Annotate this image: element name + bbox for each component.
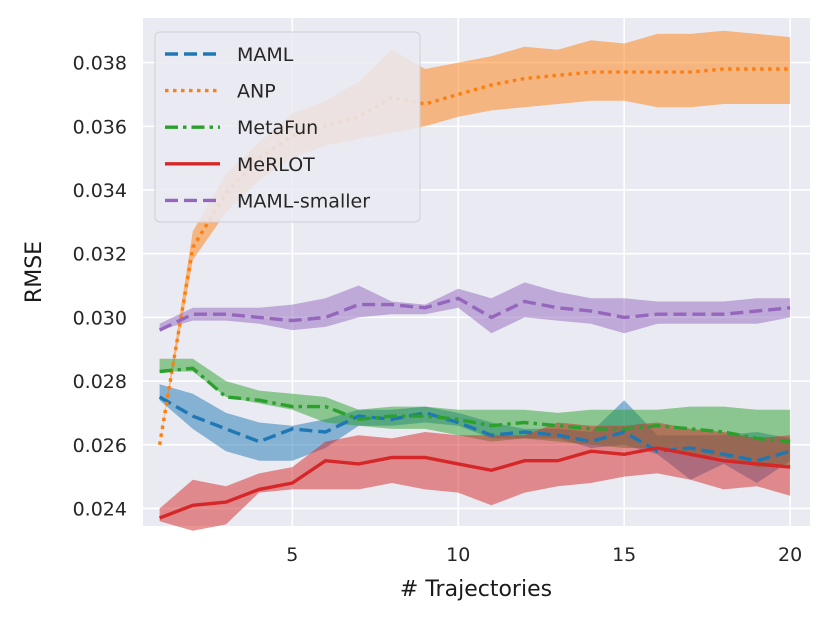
y-tick-label: 0.028 <box>73 371 127 393</box>
x-tick-label: 15 <box>612 544 636 566</box>
y-axis-label: RMSE <box>22 241 47 303</box>
legend-box <box>154 31 421 223</box>
x-tick-label: 10 <box>446 544 470 566</box>
legend-label-metafun: MetaFun <box>237 117 318 139</box>
y-tick-label: 0.030 <box>73 307 127 329</box>
y-tick-label: 0.032 <box>73 244 127 266</box>
legend-label-maml-smaller: MAML-smaller <box>237 190 370 212</box>
y-tick-labels: 0.024 0.026 0.028 0.030 0.032 0.034 0.036 0.038 <box>73 53 127 521</box>
maml-line <box>158 395 791 463</box>
y-tick-label: 0.036 <box>73 116 127 138</box>
x-tick-labels: 5 10 15 20 <box>286 544 802 566</box>
merlot-band <box>159 422 791 531</box>
maml-smaller-line <box>158 296 791 332</box>
legend-label-maml: MAML <box>237 44 294 66</box>
metafun-line <box>159 366 791 444</box>
x-tick-label: 5 <box>286 544 298 566</box>
x-tick-label: 20 <box>778 544 802 566</box>
legend: MAML ANP MetaFun MeRLOT MAML-smaller <box>154 31 421 223</box>
legend-label-anp: ANP <box>237 81 276 103</box>
legend-label-merlot: MeRLOT <box>237 154 315 176</box>
maml-band <box>159 384 791 483</box>
y-tick-label: 0.038 <box>73 53 127 75</box>
y-tick-label: 0.026 <box>73 435 127 457</box>
anp-line <box>157 67 791 446</box>
merlot-line <box>158 446 791 520</box>
x-axis-label: # Trajectories <box>400 577 552 602</box>
series-lines <box>157 67 791 520</box>
y-tick-label: 0.034 <box>73 180 127 202</box>
y-tick-label: 0.024 <box>73 498 127 520</box>
